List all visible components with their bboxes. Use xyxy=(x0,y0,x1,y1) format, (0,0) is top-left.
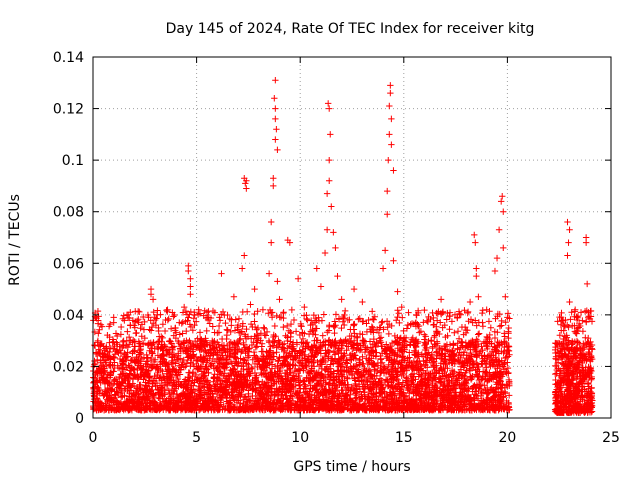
data-point xyxy=(498,322,504,328)
data-point xyxy=(190,370,196,376)
data-point xyxy=(502,333,508,339)
data-point xyxy=(136,309,142,315)
data-point xyxy=(394,307,400,313)
data-point xyxy=(222,320,228,326)
data-point xyxy=(455,328,461,334)
data-point xyxy=(357,315,363,321)
data-point xyxy=(162,328,168,334)
data-point xyxy=(399,314,405,320)
data-point xyxy=(505,310,511,316)
data-point xyxy=(210,323,216,329)
data-point xyxy=(197,329,203,335)
data-point xyxy=(204,328,210,334)
data-point xyxy=(223,336,229,342)
data-point xyxy=(163,307,169,313)
data-point xyxy=(261,324,267,330)
data-point xyxy=(183,308,189,314)
data-point xyxy=(185,314,191,320)
data-point xyxy=(244,309,250,315)
data-point xyxy=(217,317,223,323)
data-point xyxy=(228,322,234,328)
data-point xyxy=(272,323,278,329)
data-point xyxy=(394,314,400,320)
data-point xyxy=(304,317,310,323)
data-point xyxy=(251,311,257,317)
data-point xyxy=(153,315,159,321)
data-point xyxy=(159,335,165,341)
data-point xyxy=(186,369,192,375)
data-point xyxy=(465,309,471,315)
data-point xyxy=(148,327,154,333)
data-point xyxy=(459,324,465,330)
data-point xyxy=(396,310,402,316)
data-point xyxy=(479,310,485,316)
data-point xyxy=(424,318,430,324)
data-point xyxy=(137,325,143,331)
data-point xyxy=(505,328,511,334)
data-point xyxy=(420,319,426,325)
data-point xyxy=(216,323,222,329)
data-point xyxy=(118,324,124,330)
data-point xyxy=(319,317,325,323)
data-point xyxy=(207,320,213,326)
data-point xyxy=(430,315,436,321)
data-point xyxy=(480,307,486,313)
data-point xyxy=(320,332,326,338)
data-point xyxy=(386,331,392,337)
data-point xyxy=(150,309,156,315)
data-point xyxy=(459,339,465,345)
data-point xyxy=(194,358,200,364)
data-point xyxy=(306,331,312,337)
data-point xyxy=(118,331,124,337)
data-point xyxy=(254,308,260,314)
data-point xyxy=(422,333,428,339)
data-point xyxy=(451,330,457,336)
data-point xyxy=(236,315,242,321)
data-point xyxy=(333,311,339,317)
data-point xyxy=(135,308,141,314)
data-point xyxy=(379,318,385,324)
data-point xyxy=(476,330,482,336)
data-point xyxy=(304,339,310,345)
data-point xyxy=(120,339,126,345)
data-point xyxy=(486,318,492,324)
data-point xyxy=(486,308,492,314)
data-point xyxy=(273,313,279,319)
data-point xyxy=(280,324,286,330)
data-point xyxy=(91,342,97,348)
data-point xyxy=(446,326,452,332)
data-point xyxy=(95,320,101,326)
data-point xyxy=(120,316,126,322)
data-point xyxy=(350,321,356,327)
data-point xyxy=(447,341,453,347)
data-point xyxy=(289,307,295,313)
data-point xyxy=(421,307,427,313)
data-point xyxy=(331,330,337,336)
data-point xyxy=(405,309,411,315)
data-point xyxy=(300,336,306,342)
data-point xyxy=(321,311,327,317)
data-point xyxy=(342,308,348,314)
data-points xyxy=(90,77,596,416)
data-point xyxy=(124,328,130,334)
data-point xyxy=(377,375,383,381)
data-point xyxy=(255,325,261,331)
data-point xyxy=(238,330,244,336)
data-point xyxy=(369,308,375,314)
